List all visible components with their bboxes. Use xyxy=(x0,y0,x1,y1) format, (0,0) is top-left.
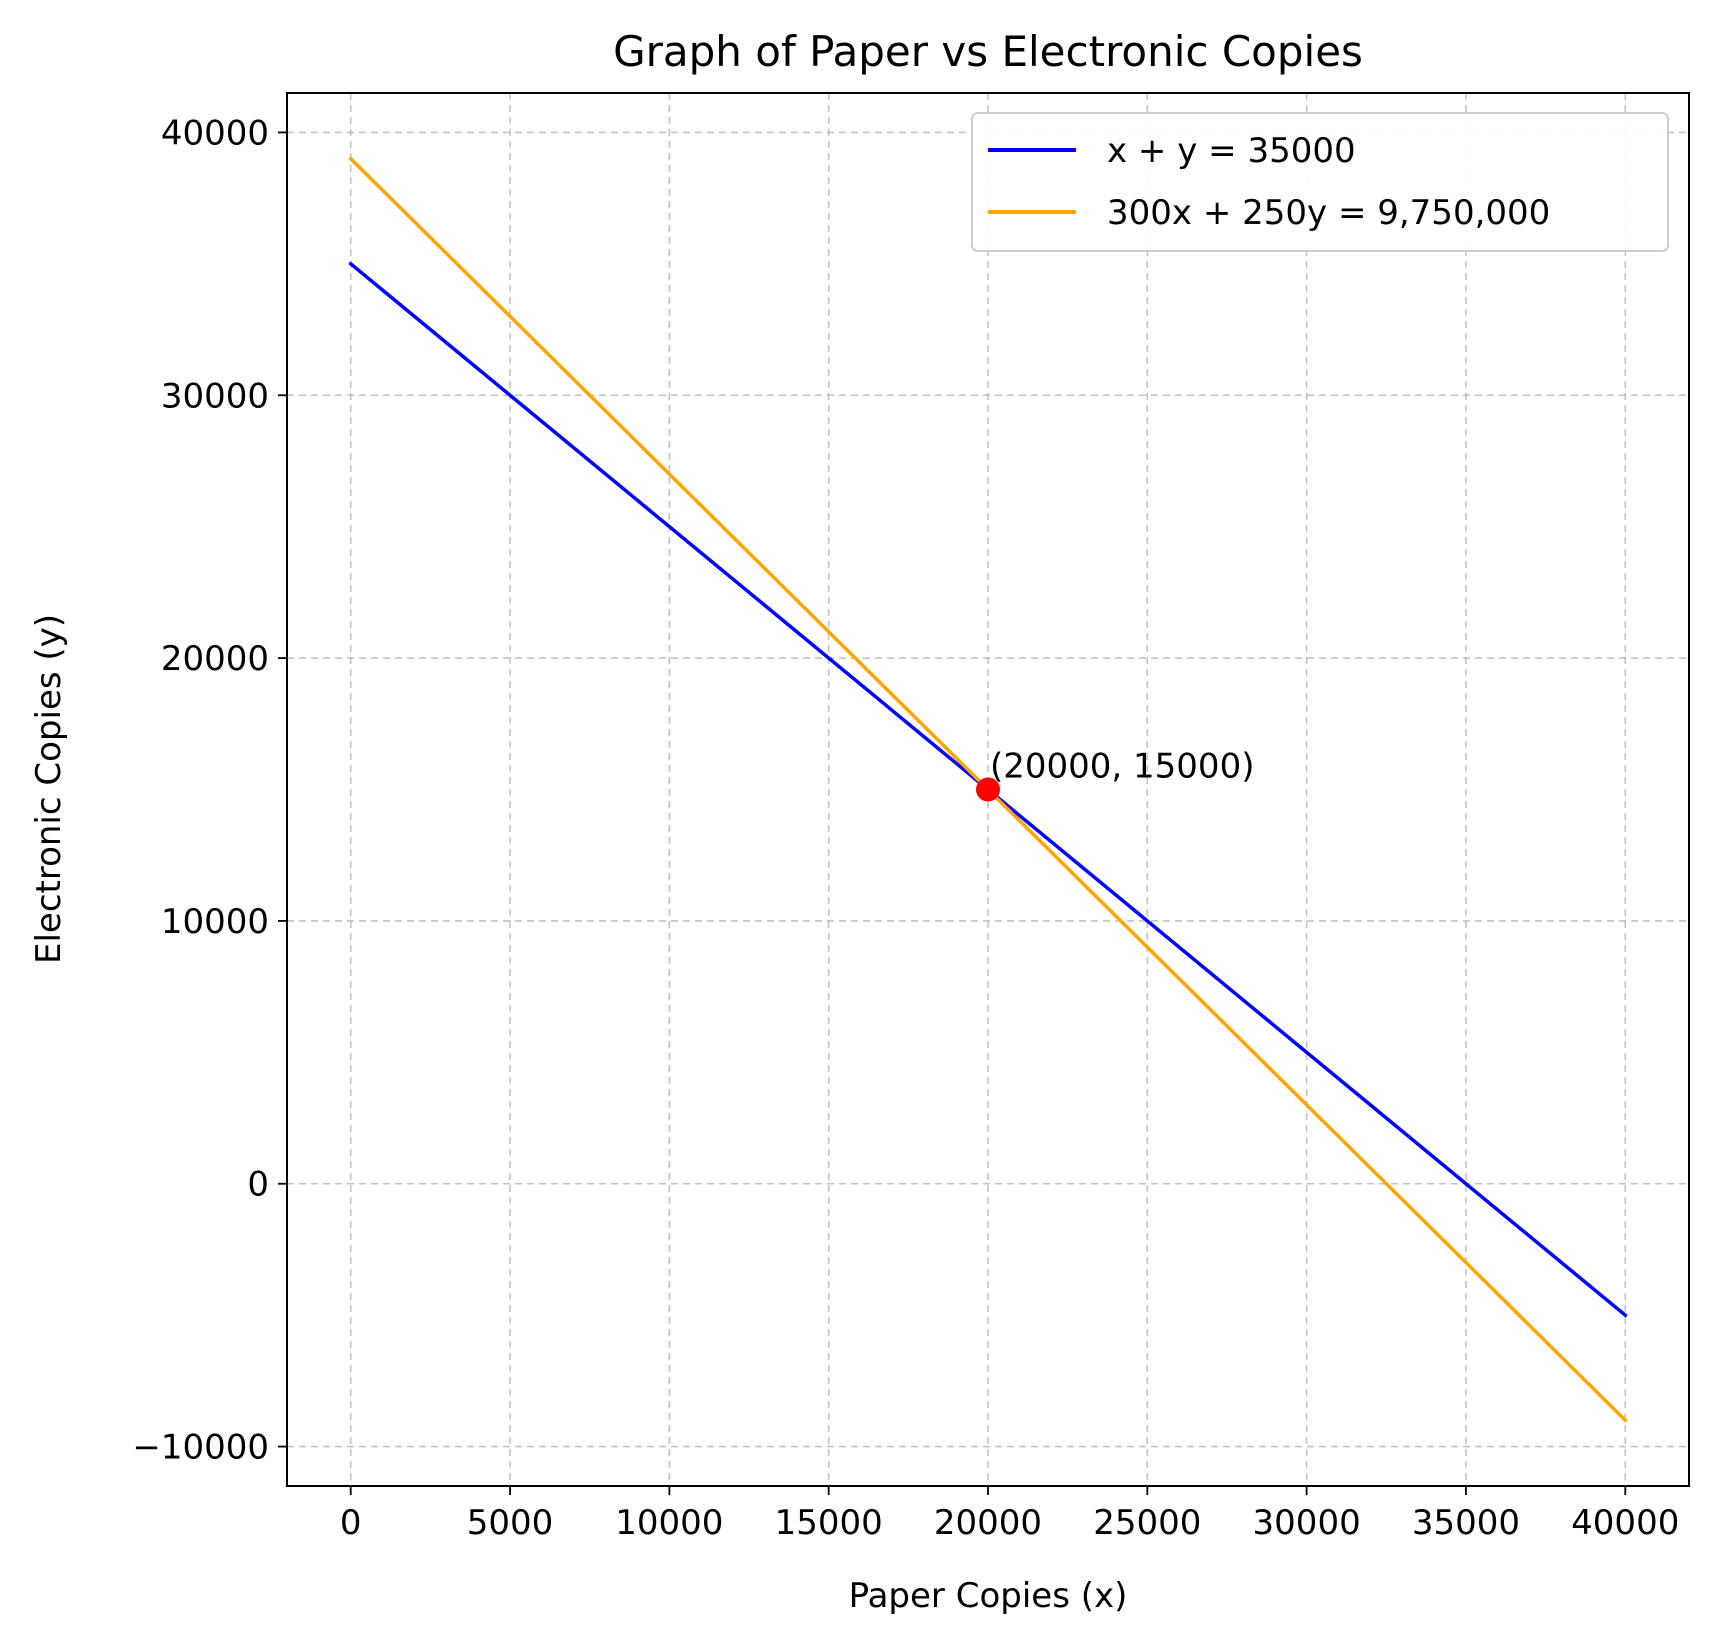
x-axis-label: Paper Copies (x) xyxy=(849,1576,1128,1616)
legend-label-series-2: 300x + 250y = 9,750,000 xyxy=(1107,193,1550,233)
legend-box xyxy=(971,112,1669,252)
y-tick-label: 10000 xyxy=(161,902,269,942)
legend: x + y = 35000 300x + 250y = 9,750,000 xyxy=(971,112,1669,252)
x-tick-label: 30000 xyxy=(1253,1503,1361,1543)
x-tick-label: 35000 xyxy=(1412,1503,1520,1543)
axis-ticks: 0 5000 10000 15000 20000 25000 30000 35000 40000… xyxy=(132,113,1679,1543)
y-axis-label: Electronic Copies (y) xyxy=(29,614,69,964)
grid xyxy=(287,93,1689,1486)
annotation-layer: (20000, 15000) xyxy=(976,747,1254,802)
x-tick-label: 5000 xyxy=(467,1503,554,1543)
x-tick-label: 10000 xyxy=(615,1503,723,1543)
y-tick-label: 30000 xyxy=(161,376,269,416)
y-tick-label: 0 xyxy=(247,1165,269,1205)
y-tick-label: 40000 xyxy=(161,113,269,153)
legend-label-series-1: x + y = 35000 xyxy=(1107,131,1356,171)
y-tick-label: 20000 xyxy=(161,639,269,679)
x-tick-label: 40000 xyxy=(1571,1503,1679,1543)
intersection-point-marker xyxy=(976,777,1000,802)
x-tick-label: 15000 xyxy=(775,1503,883,1543)
chart-title: Graph of Paper vs Electronic Copies xyxy=(613,27,1363,76)
x-tick-label: 25000 xyxy=(1093,1503,1201,1543)
x-tick-label: 20000 xyxy=(934,1503,1042,1543)
y-tick-label: −10000 xyxy=(132,1428,269,1468)
x-tick-label: 0 xyxy=(340,1503,362,1543)
intersection-point-label: (20000, 15000) xyxy=(990,747,1254,787)
